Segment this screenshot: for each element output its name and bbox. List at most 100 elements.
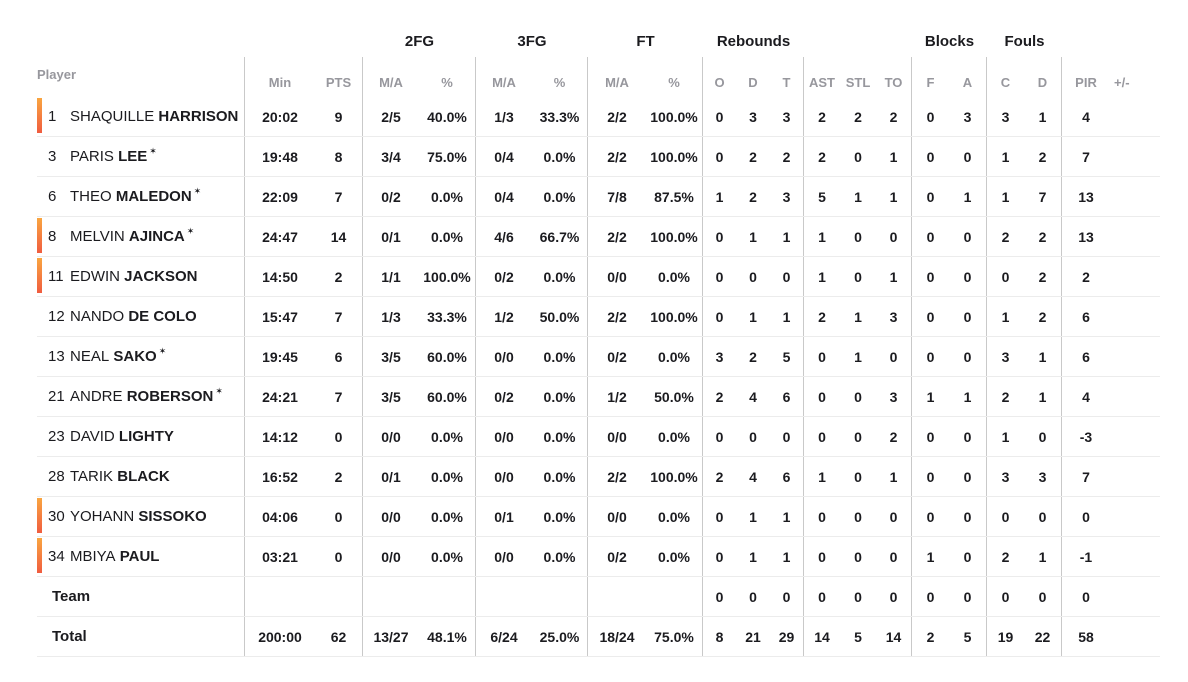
cell-foul_d: 3 [1024, 457, 1062, 496]
cell-blk_a: 0 [949, 137, 987, 176]
player-row: 21 ANDRE ROBERSON ✶ 24:21 7 3/5 60.0% 0/2 0.0% 1/… [37, 377, 1160, 417]
cell-blk_f: 0 [926, 188, 935, 205]
player-name-cell[interactable]: 28 TARIK BLACK [37, 457, 245, 496]
on-court-indicator [37, 538, 42, 573]
cell-blk_a: 0 [949, 497, 987, 536]
player-row: 3 PARIS LEE ✶ 19:48 8 3/4 75.0% 0/4 0.0% 2/2 100.0… [37, 137, 1160, 177]
cell-reb_o: 0 [715, 308, 724, 325]
cell-blk_f: 0 [926, 308, 935, 325]
cell-blk_a: 0 [949, 417, 987, 456]
cell-ft_pct: 100.0% [646, 97, 703, 136]
player-last-name: SAKO [113, 348, 157, 365]
player-first-name: MELVIN [70, 228, 125, 245]
cell-blk_f: 0 [926, 348, 935, 365]
cell-reb_d: 0 [749, 428, 757, 445]
cell-reb_d: 1 [749, 548, 757, 565]
team-row-label: Team [52, 588, 91, 605]
player-first-name: NEAL [70, 348, 110, 365]
cell-to: 0 [876, 497, 912, 536]
cell-fg3_pct: 0.0% [532, 177, 588, 216]
on-court-indicator [37, 498, 42, 533]
player-name-cell[interactable]: 3 PARIS LEE ✶ [37, 137, 245, 176]
ft-ma-column-header: M/A [605, 75, 629, 90]
cell-min: 03:21 [262, 548, 298, 565]
cell-plusminus [1110, 577, 1160, 616]
plusminus-column-header: +/- [1114, 75, 1130, 90]
cell-foul_c: 2 [1001, 388, 1010, 405]
pts-column-header: PTS [315, 57, 363, 97]
player-name-cell[interactable]: 13 NEAL SAKO ✶ [37, 337, 245, 376]
stl-column-header: STL [845, 75, 871, 90]
cell-ft_pct: 100.0% [646, 217, 703, 256]
cell-foul_d: 7 [1024, 177, 1062, 216]
cell-foul_c: 2 [1001, 228, 1010, 245]
cell-fg3_ma: 0/2 [494, 388, 514, 405]
cell-reb_o: 0 [715, 148, 724, 165]
cell-min: 16:52 [262, 468, 298, 485]
cell-min: 24:47 [262, 228, 298, 245]
player-name-cell[interactable]: 12 NANDO DE COLO [37, 297, 245, 336]
cell-pir: 0 [1082, 508, 1090, 525]
cell-stl: 1 [854, 188, 862, 205]
player-number: 6 [48, 188, 57, 205]
cell-fg2_ma: 0/0 [381, 548, 401, 565]
cell-reb_t: 6 [770, 377, 804, 416]
cell-to: 1 [876, 457, 912, 496]
cell-stl: 2 [854, 108, 862, 125]
player-name-cell[interactable]: 23 DAVID LIGHTY [37, 417, 245, 456]
cell-fg2_pct: 60.0% [419, 337, 476, 376]
player-name-cell[interactable]: 6 THEO MALEDON ✶ [37, 177, 245, 216]
cell-fg3_ma: 1/2 [494, 308, 514, 325]
starter-star-icon: ✶ [158, 346, 167, 357]
player-number: 21 [48, 388, 65, 405]
cell-ft_ma: 7/8 [607, 188, 627, 205]
cell-pts: 62 [315, 617, 363, 656]
foul-d-column-header: D [1024, 57, 1062, 97]
player-last-name: AJINCA [128, 228, 185, 245]
cell-fg2_ma: 0/0 [381, 508, 401, 525]
player-name-cell[interactable]: 8 MELVIN AJINCA ✶ [37, 217, 245, 256]
cell-fg2_ma: 3/5 [381, 388, 401, 405]
cell-foul_c: 1 [1001, 308, 1010, 325]
cell-fg2_ma [363, 577, 419, 616]
cell-reb_d: 4 [749, 468, 757, 485]
cell-plusminus [1110, 137, 1160, 176]
player-number: 13 [48, 348, 65, 365]
cell-reb_o: 0 [715, 508, 724, 525]
cell-ft_ma: 0/0 [607, 268, 627, 285]
starter-star-icon: ✶ [193, 186, 202, 197]
player-first-name: TARIK [70, 468, 114, 485]
cell-fg3_pct: 66.7% [532, 217, 588, 256]
player-name-cell[interactable]: 34 MBIYA PAUL [37, 537, 245, 576]
cell-ast: 1 [818, 228, 826, 245]
player-last-name: JACKSON [124, 268, 198, 285]
cell-pir: 4 [1082, 108, 1090, 125]
cell-foul_d: 2 [1024, 217, 1062, 256]
player-name-cell[interactable]: 1 SHAQUILLE HARRISON [37, 97, 245, 136]
cell-fg2_pct: 48.1% [419, 617, 476, 656]
cell-blk_f: 0 [926, 148, 935, 165]
player-name-cell[interactable]: 30 YOHANN SISSOKO [37, 497, 245, 536]
player-name-cell[interactable]: 21 ANDRE ROBERSON ✶ [37, 377, 245, 416]
cell-plusminus [1110, 257, 1160, 296]
cell-stl: 0 [854, 388, 862, 405]
cell-fg3_pct: 0.0% [532, 257, 588, 296]
cell-ast: 14 [814, 628, 830, 645]
cell-fg2_ma: 0/2 [381, 188, 401, 205]
cell-reb_t: 0 [770, 417, 804, 456]
cell-reb_o: 2 [715, 468, 724, 485]
cell-fg3_pct: 0.0% [532, 377, 588, 416]
cell-blk_a: 0 [949, 257, 987, 296]
cell-fg3_ma: 0/0 [494, 548, 514, 565]
cell-blk_a: 3 [949, 97, 987, 136]
group-header-rebounds: Rebounds [716, 32, 791, 50]
cell-fg2_ma: 2/5 [381, 108, 401, 125]
cell-ft_pct: 87.5% [646, 177, 703, 216]
cell-ft_ma: 2/2 [607, 308, 627, 325]
cell-pir: 4 [1082, 388, 1090, 405]
player-name-cell[interactable]: 11 EDWIN JACKSON [37, 257, 245, 296]
cell-pir: 6 [1082, 308, 1090, 325]
cell-min: 24:21 [262, 388, 298, 405]
cell-fg3_pct: 0.0% [532, 537, 588, 576]
player-row: 28 TARIK BLACK 16:52 2 0/1 0.0% 0/0 0.0% 2/2 100.… [37, 457, 1160, 497]
